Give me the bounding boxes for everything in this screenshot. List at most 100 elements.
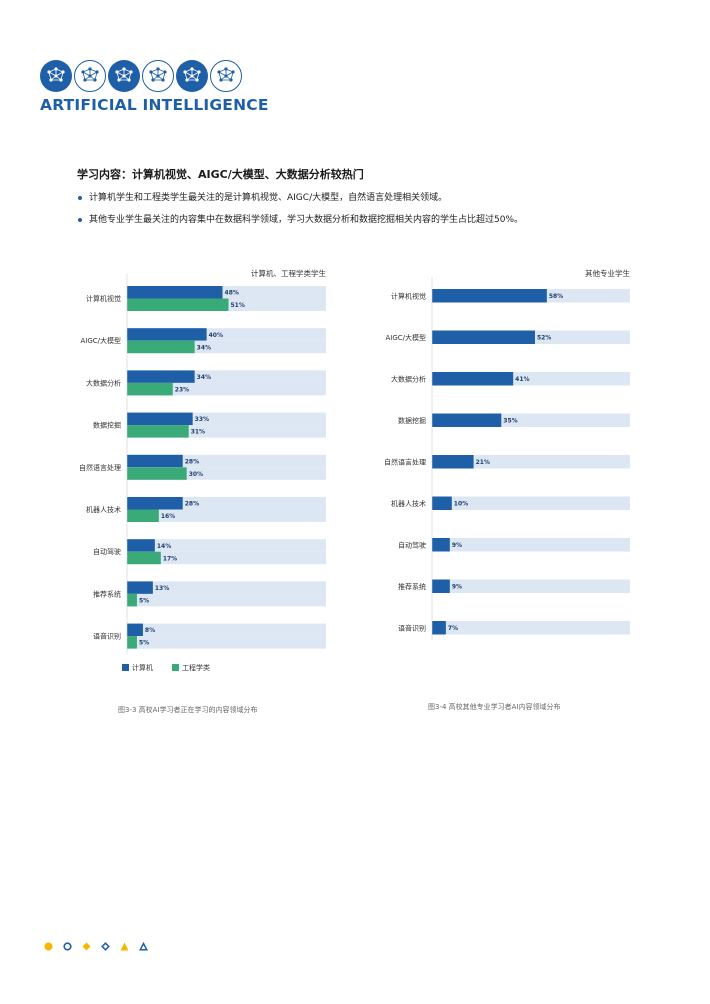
bar-track xyxy=(432,579,630,593)
data-label: 17% xyxy=(163,555,177,562)
ai-brain-outline-icon xyxy=(142,60,174,92)
data-label: 5% xyxy=(139,597,149,604)
data-bar xyxy=(127,636,137,649)
category-label: 机器人技术 xyxy=(86,505,121,514)
bar-track xyxy=(127,636,326,649)
data-bar xyxy=(432,330,535,344)
data-label: 35% xyxy=(503,418,517,425)
data-bar xyxy=(432,496,452,510)
data-bar xyxy=(432,538,450,552)
chart-title: 其他专业学生 xyxy=(585,268,630,278)
bar-track xyxy=(127,382,326,396)
legend-label: 工程学类 xyxy=(182,663,210,672)
data-label: 23% xyxy=(175,386,189,393)
data-label: 51% xyxy=(230,302,244,309)
bar-track xyxy=(432,621,630,635)
category-label: 大数据分析 xyxy=(86,378,121,387)
data-bar xyxy=(127,286,223,299)
data-label: 9% xyxy=(452,584,462,591)
diamond-filled-icon xyxy=(82,936,91,955)
data-bar xyxy=(127,593,137,607)
data-bar xyxy=(127,539,155,552)
data-bar xyxy=(127,425,189,438)
data-label: 31% xyxy=(191,429,205,436)
bar-track xyxy=(127,581,326,594)
data-bar xyxy=(127,412,193,426)
data-label: 48% xyxy=(225,290,239,297)
category-label: 自然语言处理 xyxy=(384,457,426,466)
data-label: 34% xyxy=(197,374,211,381)
bullet-list: 计算机学生和工程类学生最关注的是计算机视觉、AIGC/大模型，自然语言处理相关领… xyxy=(77,192,523,236)
data-label: 41% xyxy=(515,376,529,383)
bar-track xyxy=(127,539,326,552)
data-label: 14% xyxy=(157,543,171,550)
data-bar xyxy=(127,497,183,510)
data-bar xyxy=(127,328,207,341)
data-bar xyxy=(432,621,446,635)
data-label: 30% xyxy=(189,471,203,478)
category-label: 机器人技术 xyxy=(391,499,426,508)
data-label: 5% xyxy=(139,640,149,647)
legend-swatch xyxy=(122,664,129,671)
data-label: 10% xyxy=(454,501,468,508)
category-label: 推荐系统 xyxy=(398,582,426,591)
section-title: 学习内容：计算机视觉、AIGC/大模型、大数据分析较热门 xyxy=(77,168,364,181)
ai-brain-outline-icon xyxy=(74,60,106,92)
category-label: 自然语言处理 xyxy=(79,463,121,472)
data-bar xyxy=(127,551,161,565)
category-label: 语音识别 xyxy=(93,632,121,641)
data-label: 7% xyxy=(448,625,458,632)
data-bar xyxy=(432,413,502,427)
data-label: 21% xyxy=(476,459,490,466)
data-label: 52% xyxy=(537,335,551,342)
data-bar xyxy=(127,370,195,383)
category-label: 大数据分析 xyxy=(391,374,426,383)
data-label: 16% xyxy=(161,513,175,520)
data-label: 58% xyxy=(549,293,563,300)
bar-track xyxy=(432,496,630,510)
data-bar xyxy=(127,467,187,480)
category-label: 推荐系统 xyxy=(93,589,121,598)
data-label: 13% xyxy=(155,585,169,592)
diamond-outline-icon xyxy=(101,936,110,955)
data-bar xyxy=(432,289,547,303)
chart-caption: 图3-4 高校其他专业学习者AI内容领域分布 xyxy=(428,702,561,711)
bar-track xyxy=(432,538,630,552)
ai-brain-outline-icon xyxy=(210,60,242,92)
data-label: 8% xyxy=(145,627,155,634)
data-bar xyxy=(127,454,183,468)
category-label: AIGC/大模型 xyxy=(80,336,121,345)
legend-swatch xyxy=(172,664,179,671)
ai-brain-icon xyxy=(108,60,140,92)
bullet-item: 其他专业学生最关注的内容集中在数据科学领域，学习大数据分析和数据挖掘相关内容的学… xyxy=(77,214,523,226)
bar-track xyxy=(127,623,326,637)
bar-track xyxy=(127,593,326,607)
circle-filled-icon xyxy=(44,936,53,955)
chart-caption: 图3-3 高校AI学习者正在学习的内容领域分布 xyxy=(118,705,258,714)
ai-brain-icon xyxy=(176,60,208,92)
category-label: AIGC/大模型 xyxy=(385,333,426,342)
data-bar xyxy=(127,298,229,311)
data-label: 28% xyxy=(185,501,199,508)
data-bar xyxy=(127,581,153,594)
data-label: 34% xyxy=(197,344,211,351)
category-label: 数据挖掘 xyxy=(93,421,121,430)
data-bar xyxy=(432,455,474,469)
data-bar xyxy=(432,372,514,386)
legend-label: 计算机 xyxy=(132,663,153,672)
triangle-filled-icon xyxy=(120,936,129,955)
data-label: 28% xyxy=(185,458,199,465)
bar-track xyxy=(432,455,630,469)
circle-outline-icon xyxy=(63,936,72,955)
data-bar xyxy=(127,382,173,396)
data-label: 40% xyxy=(209,332,223,339)
chart-title: 计算机、工程学类学生 xyxy=(251,268,326,278)
data-bar xyxy=(127,623,143,637)
category-label: 语音识别 xyxy=(398,623,426,632)
data-label: 9% xyxy=(452,542,462,549)
category-label: 自动驾驶 xyxy=(93,547,121,556)
category-label: 计算机视觉 xyxy=(391,291,426,300)
category-label: 计算机视觉 xyxy=(86,294,121,303)
category-label: 自动驾驶 xyxy=(398,540,426,549)
